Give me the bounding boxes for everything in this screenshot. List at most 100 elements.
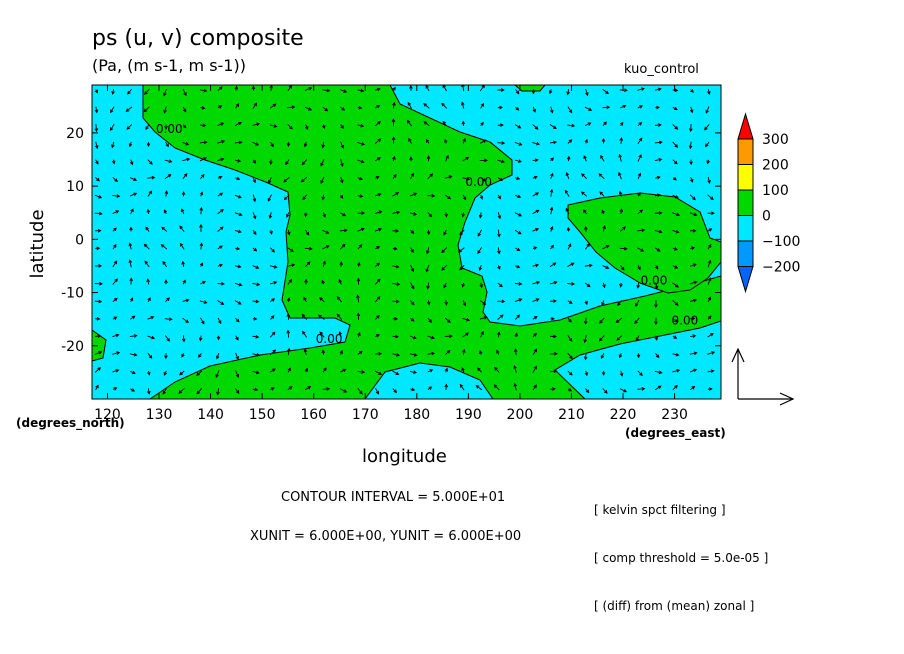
wind-vector: [321, 349, 326, 355]
wind-vector: [317, 314, 325, 320]
wind-vector: [252, 176, 256, 184]
wind-vector: [600, 154, 605, 162]
wind-vector: [690, 246, 696, 250]
x-tick-label: 130: [146, 407, 173, 423]
x-tick-label: 120: [94, 407, 121, 423]
wind-vector: [497, 141, 506, 145]
wind-vector: [426, 155, 431, 162]
y-tick-label: -10: [61, 286, 84, 302]
wind-vector: [565, 207, 570, 215]
wind-vector: [480, 121, 484, 127]
wind-vector: [375, 388, 379, 395]
wind-vector: [339, 212, 347, 217]
wind-vector: [129, 297, 134, 303]
wind-vector: [479, 139, 487, 144]
wind-vector: [602, 121, 607, 127]
wind-vector: [287, 278, 293, 285]
wind-vector: [392, 246, 398, 251]
wind-vector: [112, 243, 117, 250]
wind-vector: [303, 296, 307, 303]
wind-vector: [532, 280, 541, 285]
wind-vector: [200, 106, 206, 110]
wind-vector: [565, 172, 570, 180]
wind-vector: [198, 353, 202, 358]
x-tick-label: 190: [455, 407, 482, 423]
wind-vector: [549, 226, 554, 232]
wind-vector: [374, 370, 383, 375]
wind-vector: [217, 317, 222, 325]
wind-vector: [461, 282, 465, 288]
wind-vector: [425, 247, 430, 255]
wind-vector: [688, 123, 693, 133]
wind-vector: [550, 334, 557, 339]
wind-vector: [252, 334, 260, 339]
wind-vector: [252, 317, 258, 321]
wind-vector: [143, 243, 150, 250]
note-line: [ (diff) from (mean) zonal ]: [594, 599, 755, 613]
note-line: [ comp threshold = 5.0e-05 ]: [594, 551, 769, 565]
y-axis: -20 -10 0 10 20: [61, 126, 721, 355]
wind-vector: [513, 382, 518, 391]
wind-vector: [374, 278, 381, 285]
wind-vector: [392, 388, 398, 394]
wind-vector: [497, 282, 503, 288]
wind-vector: [410, 387, 416, 392]
wind-vector: [147, 190, 153, 197]
wind-vector: [619, 282, 623, 288]
wind-vector: [409, 212, 418, 216]
wind-vector: [707, 351, 716, 355]
wind-vector: [619, 121, 624, 126]
wind-vector: [441, 102, 448, 109]
wind-vector: [252, 265, 260, 269]
wind-vector: [319, 331, 325, 338]
wind-vector: [375, 176, 380, 180]
wind-vector: [690, 334, 697, 338]
wind-vector: [270, 247, 275, 253]
wind-vector: [550, 387, 556, 391]
wind-vector: [145, 226, 150, 232]
x-tick-label: 210: [558, 407, 585, 423]
wind-vector: [336, 313, 343, 320]
wind-vector: [532, 316, 538, 320]
wind-vector: [234, 140, 243, 145]
wind-vector: [532, 332, 537, 338]
wind-vector: [320, 159, 325, 167]
wind-vector: [111, 89, 115, 95]
wind-vector: [637, 137, 643, 144]
wind-vector: [375, 314, 380, 320]
wind-vector: [672, 176, 677, 181]
wind-vector: [286, 297, 291, 302]
wind-vector: [584, 300, 588, 306]
colorbar-label: 300: [762, 132, 789, 148]
wind-vector: [357, 332, 361, 338]
wind-vector: [584, 138, 588, 144]
wind-vector: [462, 156, 470, 162]
wind-vector: [109, 123, 115, 132]
wind-vector: [532, 124, 539, 130]
colorbar-label: 0: [762, 209, 771, 225]
wind-vector: [672, 247, 678, 251]
wind-vector: [707, 228, 713, 232]
wind-vector: [672, 352, 680, 357]
wind-vector: [459, 264, 465, 271]
wind-vector: [619, 388, 628, 393]
wind-vector: [637, 87, 645, 91]
wind-vector: [654, 299, 658, 309]
wind-vector: [304, 87, 313, 91]
wind-vector: [478, 265, 483, 272]
wind-vector: [129, 226, 133, 232]
wind-vector: [164, 174, 172, 180]
wind-vector: [322, 229, 330, 234]
wind-vector: [407, 101, 412, 109]
contour-label: 0.00: [672, 313, 699, 327]
wind-vector: [567, 352, 573, 360]
wind-vector: [583, 352, 588, 361]
wind-vector: [672, 194, 679, 199]
wind-vector: [584, 282, 591, 288]
wind-vector: [199, 88, 208, 93]
wind-vector: [654, 211, 663, 215]
wind-vector: [427, 351, 436, 356]
wind-vector: [164, 159, 173, 163]
wind-vector: [215, 370, 220, 378]
